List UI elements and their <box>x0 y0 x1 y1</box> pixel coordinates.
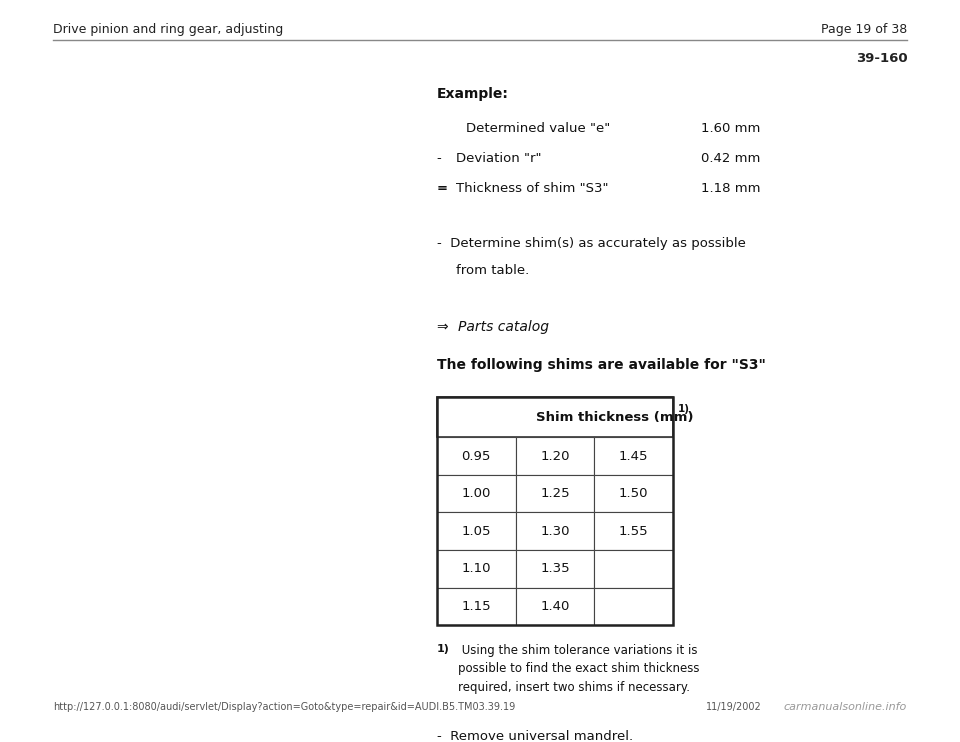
Text: ⇒: ⇒ <box>437 320 453 334</box>
Text: Parts catalog: Parts catalog <box>458 320 549 334</box>
Bar <box>516 588 594 626</box>
Text: 1.40: 1.40 <box>540 600 569 613</box>
Text: 1.55: 1.55 <box>619 525 648 538</box>
Text: http://127.0.0.1:8080/audi/servlet/Display?action=Goto&type=repair&id=AUDI.B5.TM: http://127.0.0.1:8080/audi/servlet/Displ… <box>53 702 516 712</box>
Text: 11/19/2002: 11/19/2002 <box>706 702 761 712</box>
Text: Shim thickness (mm): Shim thickness (mm) <box>536 411 693 424</box>
Text: 0.95: 0.95 <box>462 450 491 462</box>
Text: Example:: Example: <box>437 87 509 101</box>
Text: 1.25: 1.25 <box>540 487 569 500</box>
Text: 1.50: 1.50 <box>619 487 648 500</box>
Bar <box>516 475 594 513</box>
Text: 1.30: 1.30 <box>540 525 569 538</box>
Bar <box>594 588 673 626</box>
Bar <box>437 437 516 475</box>
Bar <box>594 550 673 588</box>
Bar <box>437 513 516 550</box>
Bar <box>516 550 594 588</box>
Bar <box>516 437 594 475</box>
Text: 1): 1) <box>437 643 449 654</box>
Bar <box>594 437 673 475</box>
Text: carmanualsonline.info: carmanualsonline.info <box>784 702 907 712</box>
Text: 1.18 mm: 1.18 mm <box>701 183 760 195</box>
Bar <box>437 398 673 626</box>
Text: 39-160: 39-160 <box>855 52 907 65</box>
Text: Using the shim tolerance variations it is
possible to find the exact shim thickn: Using the shim tolerance variations it i… <box>458 643 700 694</box>
Text: =: = <box>437 183 447 195</box>
Text: Thickness of shim "S3": Thickness of shim "S3" <box>456 183 609 195</box>
Text: -  Remove universal mandrel.: - Remove universal mandrel. <box>437 730 633 742</box>
Bar <box>437 550 516 588</box>
Bar <box>516 513 594 550</box>
Text: Page 19 of 38: Page 19 of 38 <box>821 23 907 36</box>
Text: 1): 1) <box>678 404 690 413</box>
Text: from table.: from table. <box>456 264 529 278</box>
Text: The following shims are available for "S3": The following shims are available for "S… <box>437 358 766 372</box>
Text: 1.05: 1.05 <box>462 525 491 538</box>
Bar <box>437 398 673 437</box>
Text: 1.45: 1.45 <box>619 450 648 462</box>
Text: Determined value "e": Determined value "e" <box>466 122 610 134</box>
Text: 0.42 mm: 0.42 mm <box>701 152 760 165</box>
Text: 1.35: 1.35 <box>540 562 569 576</box>
Text: 1.15: 1.15 <box>462 600 491 613</box>
Bar <box>594 513 673 550</box>
Bar <box>437 475 516 513</box>
Bar <box>437 588 516 626</box>
Text: 1.60 mm: 1.60 mm <box>701 122 760 134</box>
Text: Deviation "r": Deviation "r" <box>456 152 541 165</box>
Text: -: - <box>437 152 442 165</box>
Bar <box>594 475 673 513</box>
Text: Drive pinion and ring gear, adjusting: Drive pinion and ring gear, adjusting <box>53 23 283 36</box>
Text: 1.20: 1.20 <box>540 450 569 462</box>
Text: -  Determine shim(s) as accurately as possible: - Determine shim(s) as accurately as pos… <box>437 237 746 250</box>
Text: 1.00: 1.00 <box>462 487 491 500</box>
Text: 1.10: 1.10 <box>462 562 491 576</box>
